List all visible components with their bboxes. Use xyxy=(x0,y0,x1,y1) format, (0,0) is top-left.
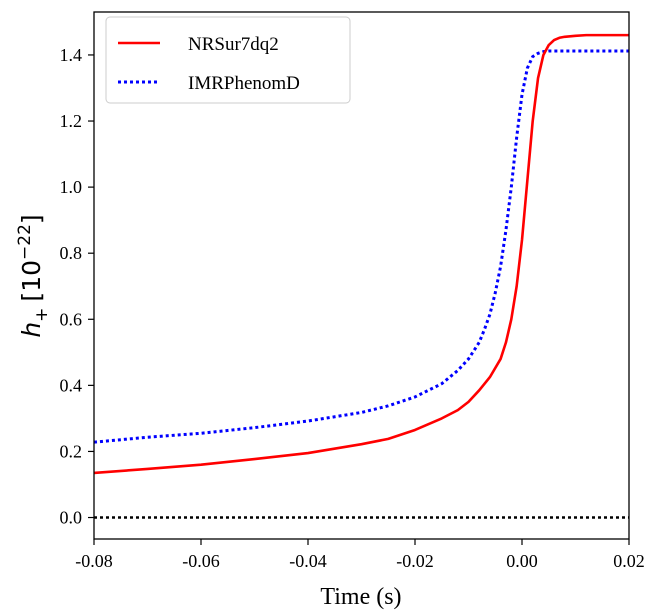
y-tick-label: 0.4 xyxy=(60,375,83,395)
y-axis-label: h+[10−22] xyxy=(15,214,52,337)
x-tick-label: -0.08 xyxy=(75,551,113,571)
legend-box xyxy=(105,16,351,104)
series-line-nrsur7dq2 xyxy=(93,33,629,475)
legend: NRSur7dq2 IMRPhenomD xyxy=(105,16,351,104)
x-tick-label: -0.02 xyxy=(396,551,434,571)
y-tick-label: 0.2 xyxy=(60,441,83,461)
legend-label-nrsur7dq2: NRSur7dq2 xyxy=(188,34,279,55)
x-tick-label: 0.02 xyxy=(613,551,645,571)
plot-frame xyxy=(93,11,630,540)
plot-content xyxy=(93,33,629,519)
legend-label-imrphenomd: IMRPhenomD xyxy=(188,73,300,94)
y-tick-label: 1.2 xyxy=(60,111,83,131)
x-axis: -0.08 -0.06 -0.04 -0.02 0.00 0.02 xyxy=(75,539,645,571)
x-tick-label: -0.04 xyxy=(289,551,327,571)
y-tick-label: 1.4 xyxy=(60,45,83,65)
x-tick-label: 0.00 xyxy=(506,551,538,571)
y-axis: 0.0 0.2 0.4 0.6 0.8 1.0 1.2 1.4 xyxy=(60,45,94,528)
series-line-imrphenomd xyxy=(93,49,629,444)
y-tick-label: 0.6 xyxy=(60,309,83,329)
y-tick-label: 0.0 xyxy=(60,508,83,528)
x-axis-label: Time (s) xyxy=(320,584,401,610)
x-tick-label: -0.06 xyxy=(182,551,220,571)
y-tick-label: 1.0 xyxy=(60,177,83,197)
y-tick-label: 0.8 xyxy=(60,243,83,263)
